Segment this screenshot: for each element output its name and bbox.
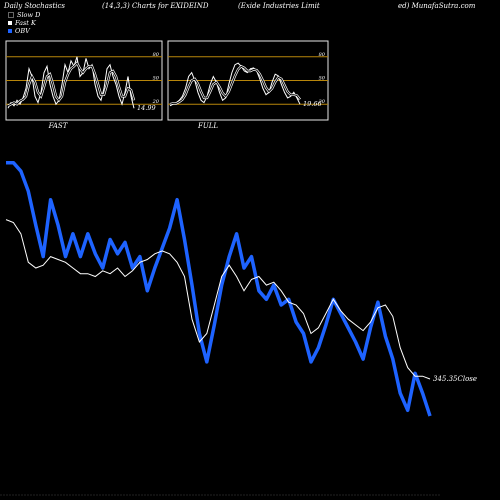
legend-fast-k: Fast K: [8, 19, 36, 27]
legend-label-obv: OBV: [15, 27, 30, 35]
legend-swatch-fast-k: [8, 21, 12, 25]
full-level-label-20: 20: [318, 99, 326, 105]
full-last-value-label: 19.66: [303, 100, 322, 108]
fast-level-label-80: 80: [153, 52, 160, 58]
full-panel-title: FULL: [197, 122, 218, 130]
header-right-2: ed) MunafaSutra.com: [398, 2, 476, 10]
full-series-fast: [169, 62, 301, 107]
header-center: (14,3,3) Charts for EXIDEIND: [102, 2, 209, 10]
main-series-close: [5, 219, 431, 380]
main-last-close-label: 345.35Close: [433, 375, 477, 383]
legend-label-slow-d: Slow D: [17, 11, 41, 19]
full-level-label-50: 50: [319, 76, 326, 82]
fast-level-label-20: 20: [152, 99, 160, 105]
full-series-slow: [169, 65, 301, 105]
header-left: Daily Stochastics: [4, 2, 66, 10]
legend-swatch-slow-d: [8, 12, 14, 18]
legend-swatch-obv: [8, 29, 12, 33]
legend-slow-d: Slow D: [8, 11, 40, 19]
fast-series-slow: [7, 62, 135, 107]
full-level-label-80: 80: [319, 52, 326, 58]
main-series-obv: [6, 160, 432, 417]
header-right-1: (Exide Industries Limit: [238, 2, 320, 10]
fast-last-value-label: 14.99: [137, 104, 156, 112]
fast-panel-title: FAST: [48, 122, 69, 130]
fast-level-label-50: 50: [153, 76, 160, 82]
legend-label-fast-k: Fast K: [15, 19, 36, 27]
legend-obv: OBV: [8, 27, 30, 35]
fast-series-fast: [7, 56, 135, 109]
